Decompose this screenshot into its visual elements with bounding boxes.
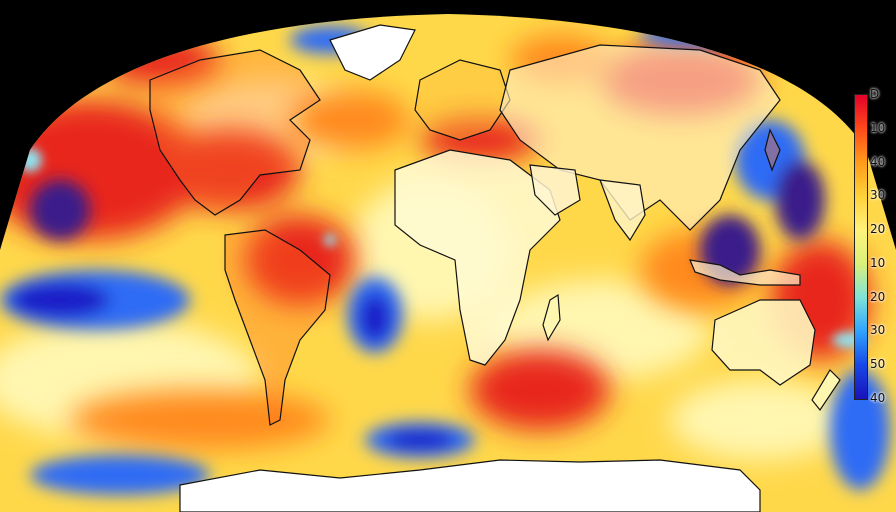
- scale-tick-label: 40: [870, 154, 886, 169]
- color-scale-legend: D 10 40 30 20 10 20 30 50 40: [848, 87, 896, 405]
- scale-tick-label: 20: [870, 289, 886, 304]
- color-scale-bar: [854, 94, 868, 400]
- greenland: [329, 24, 416, 81]
- scale-tick-label: 50: [870, 357, 886, 372]
- europe: [414, 59, 511, 141]
- scale-tick-label: 10: [870, 255, 886, 270]
- scale-tick-label: D: [870, 87, 880, 101]
- scale-tick-label: 30: [870, 323, 886, 338]
- land-outlines: [149, 24, 841, 512]
- south-america: [224, 229, 331, 426]
- japan: [764, 128, 781, 172]
- asia: [499, 44, 781, 231]
- scale-tick-label: 20: [870, 222, 886, 237]
- india: [599, 179, 646, 242]
- north-america: [149, 49, 321, 216]
- madagascar: [542, 293, 561, 342]
- indonesia: [689, 259, 801, 286]
- australia: [711, 299, 816, 386]
- antarctica: [179, 459, 761, 512]
- scale-tick-label: 10: [870, 120, 886, 135]
- arabia: [529, 164, 581, 216]
- scale-tick-label: 30: [870, 188, 886, 203]
- new-zealand: [811, 369, 841, 412]
- africa: [394, 149, 561, 366]
- scale-tick-label: 40: [870, 391, 886, 405]
